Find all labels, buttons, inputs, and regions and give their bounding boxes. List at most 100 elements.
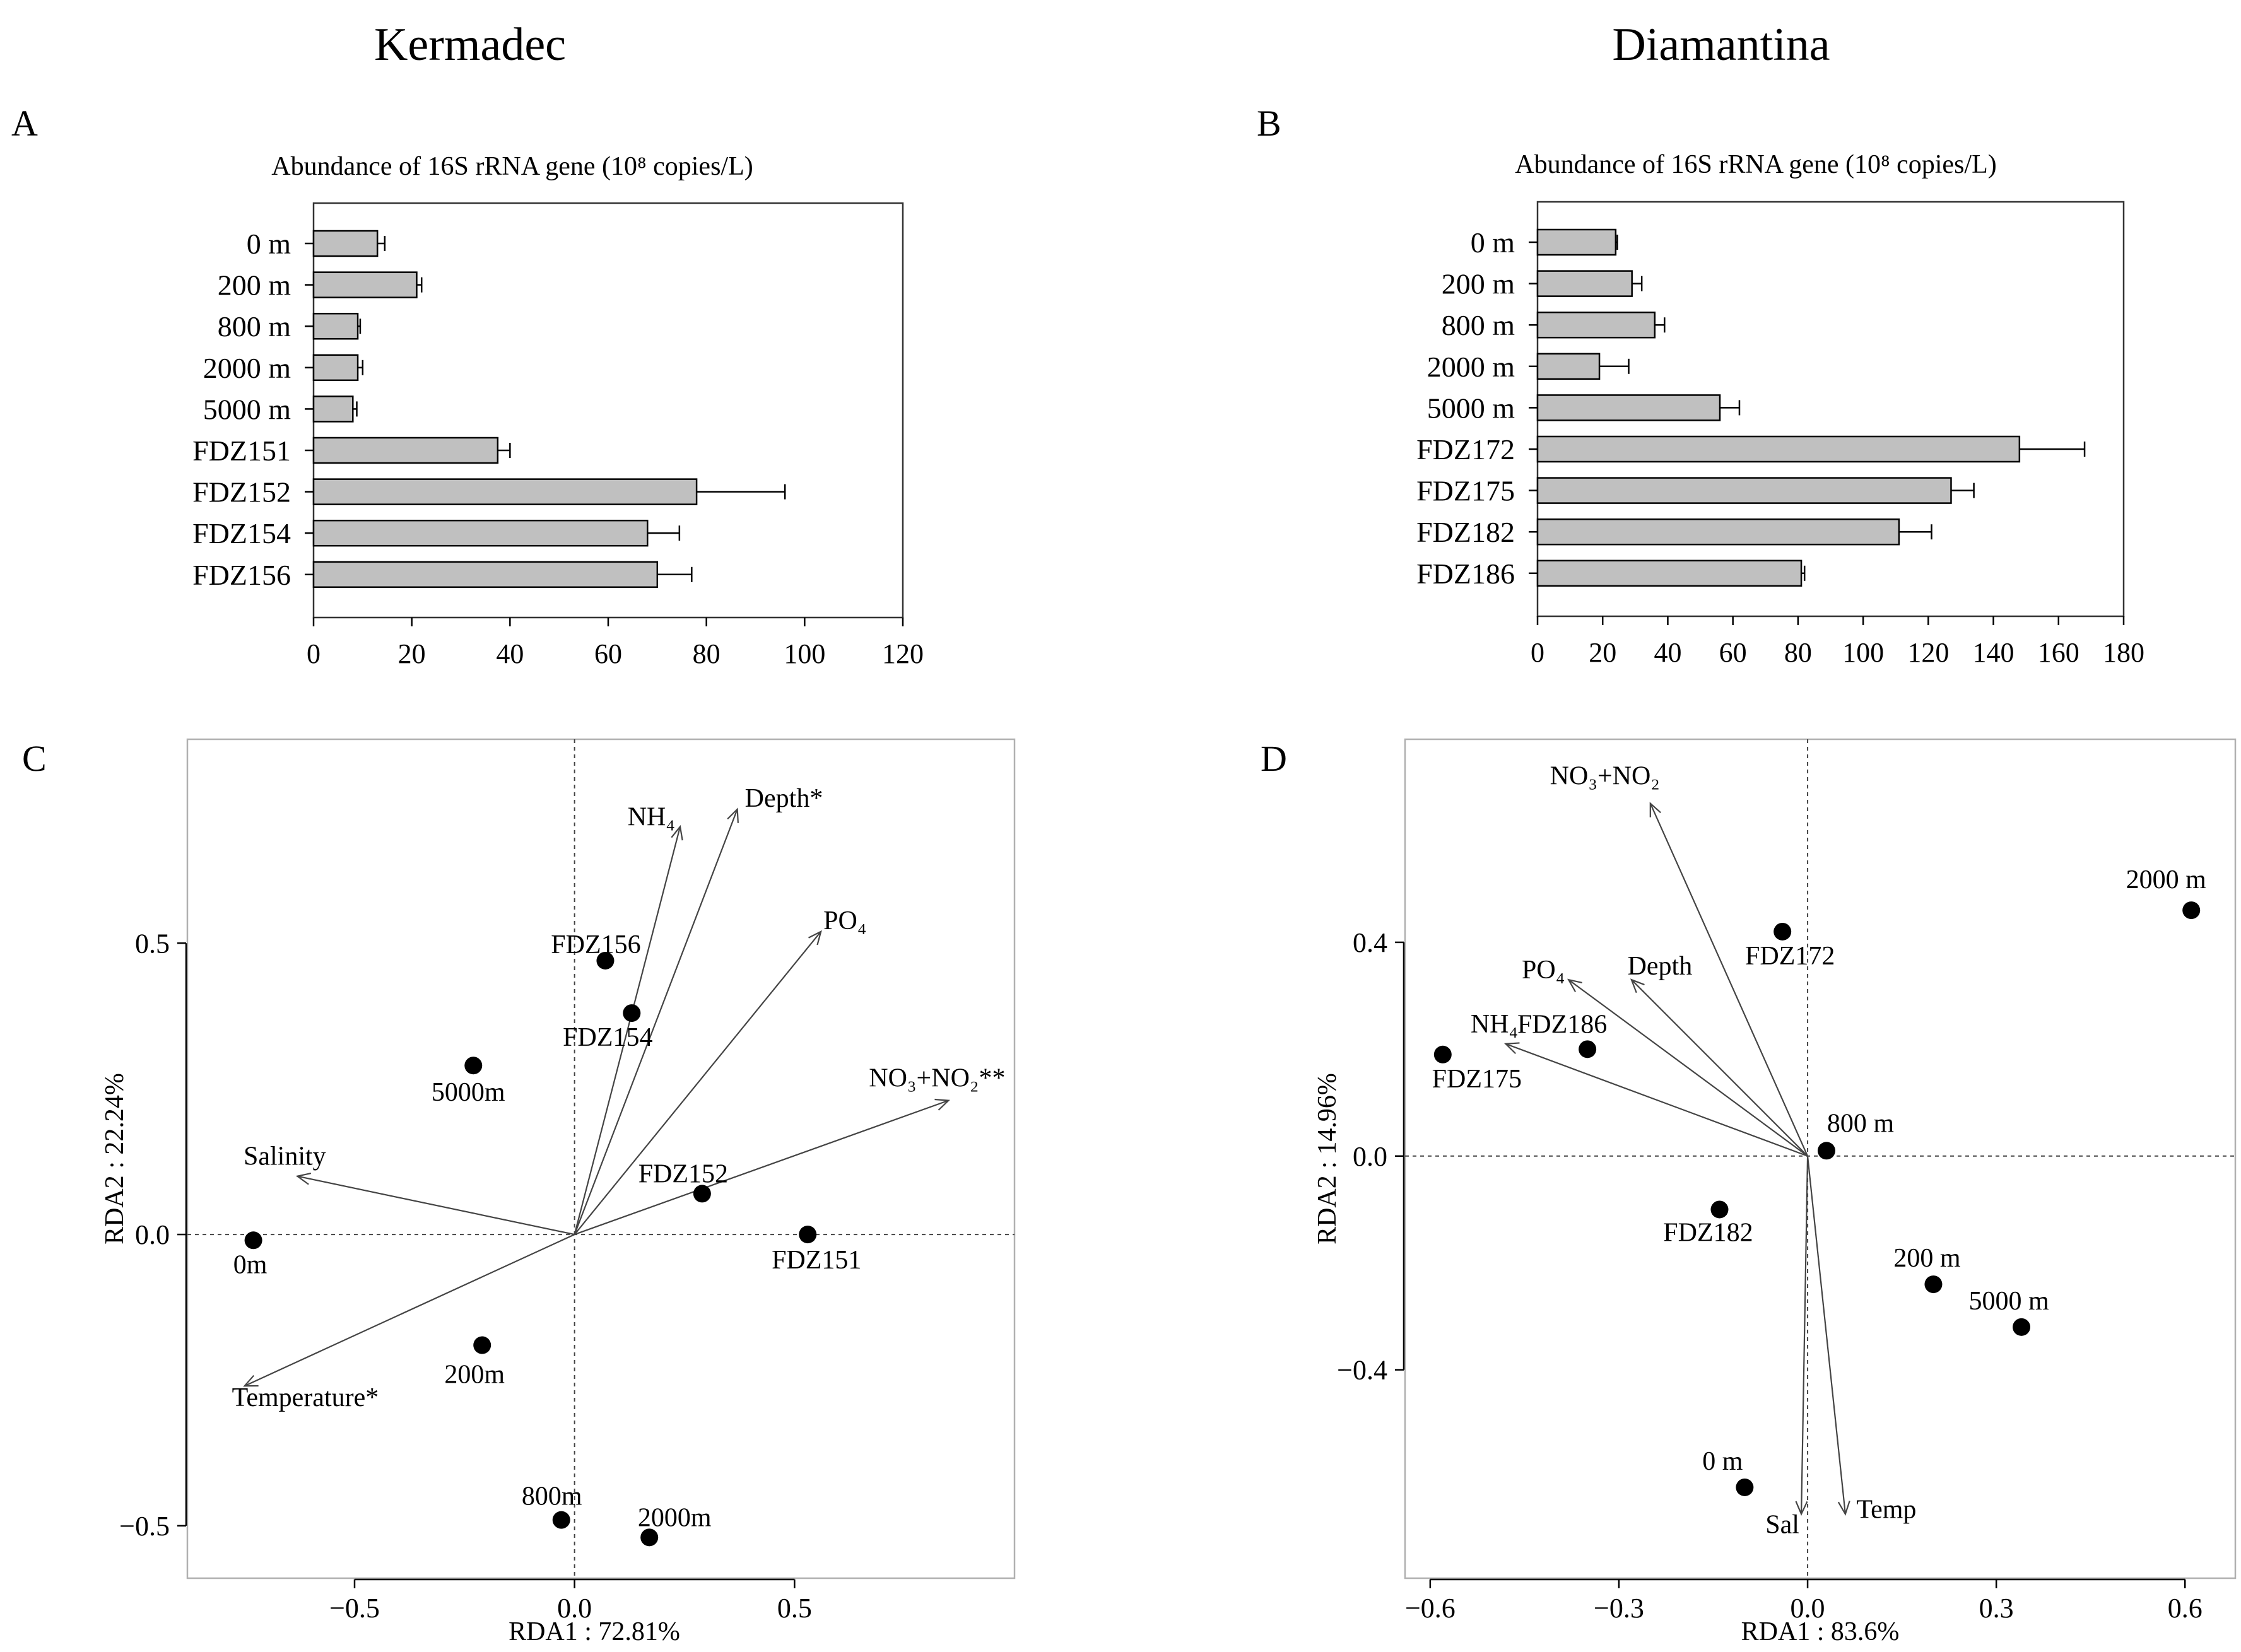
x-tick-label: 0.3 [1979, 1593, 2014, 1624]
bar [312, 561, 659, 589]
site-point-label: 200 m [1893, 1244, 1961, 1273]
bar [312, 395, 354, 423]
x-tick-label: 80 [1784, 637, 1812, 668]
site-point [2182, 901, 2201, 920]
env-arrow [1631, 979, 1808, 1157]
y-tick-label: −0.4 [1337, 1355, 1387, 1386]
x-tick-label: 0.5 [777, 1593, 812, 1624]
bar [1536, 311, 1656, 339]
x-tick-label: 0 [1531, 637, 1544, 668]
site-point [473, 1336, 491, 1354]
site-point-label: 800m [522, 1482, 582, 1511]
env-arrow-label: NH₄ [1471, 1010, 1518, 1039]
panel-d-ylabel: RDA2 : 14.96% [1313, 1073, 1342, 1245]
panel-a-marks: 0 20 40 60 80 100 120 0 m 200 m 800 m 2000 m 5000 m… [192, 228, 924, 669]
x-tick-label: 100 [1842, 637, 1884, 668]
site-point-label: 0m [233, 1250, 268, 1279]
env-arrow-head [1630, 978, 1645, 993]
category-label: FDZ151 [192, 435, 291, 467]
x-tick-label: 0.0 [557, 1593, 592, 1624]
env-arrow-label: Sal [1765, 1510, 1799, 1539]
x-tick-label: 60 [1719, 637, 1747, 668]
site-point [1924, 1275, 1943, 1294]
site-point [1773, 922, 1792, 940]
site-point-label: FDZ186 [1517, 1010, 1607, 1039]
site-point [1710, 1200, 1729, 1219]
x-tick-label: 80 [693, 638, 721, 669]
site-point [552, 1511, 570, 1529]
bar [312, 230, 379, 257]
panel-a-letter: A [11, 103, 38, 144]
panel-d-rda-biplot: D RDA1 : 83.6% RDA2 : 14.96% −0.6 −0.3 0.0… [1261, 738, 2237, 1646]
category-label: 200 m [1442, 268, 1515, 300]
env-arrow-head [1503, 1042, 1520, 1055]
bar [312, 519, 649, 547]
panel-d-xlabel: RDA1 : 83.6% [1741, 1617, 1900, 1646]
panel-a-bar-chart: A Abundance of 16S rRNA gene (10⁸ copies… [11, 103, 924, 669]
env-arrow [297, 1175, 575, 1236]
category-label: 2000 m [1427, 351, 1515, 383]
bar [1536, 228, 1617, 256]
site-point-label: 5000m [432, 1078, 505, 1107]
y-tick-label: 0.0 [135, 1219, 170, 1250]
site-point-label: FDZ175 [1432, 1065, 1522, 1094]
site-point [1736, 1478, 1754, 1496]
env-arrow [1806, 1156, 1846, 1514]
x-tick-label: 100 [784, 638, 825, 669]
site-point-label: FDZ154 [563, 1023, 652, 1052]
panel-c-letter: C [22, 738, 47, 779]
category-label: FDZ175 [1416, 475, 1515, 507]
env-arrow-head [671, 824, 683, 841]
site-point-label: 0 m [1702, 1447, 1743, 1476]
panel-c-rda-biplot: C RDA1 : 72.81% RDA2 : 22.24% −0.5 0.0 0.5… [22, 738, 1016, 1646]
site-point [1817, 1142, 1835, 1160]
panel-b-marks: 0 20 40 60 80 100 120 140 160 180 0 m 200 m 800 m 200… [1416, 226, 2144, 668]
x-tick-label: 40 [496, 638, 524, 669]
env-arrow-label: Temp [1856, 1495, 1916, 1524]
env-arrow-label: Temperature* [232, 1383, 379, 1412]
site-point-label: 5000 m [1968, 1287, 2049, 1316]
x-tick-label: 20 [1589, 637, 1616, 668]
x-tick-label: −0.3 [1594, 1593, 1644, 1624]
env-arrow [574, 1099, 949, 1236]
env-arrow [1568, 979, 1808, 1157]
site-point [1433, 1045, 1452, 1063]
x-tick-label: 120 [1907, 637, 1949, 668]
env-arrow-label: Depth [1628, 952, 1693, 981]
panel-b-letter: B [1257, 103, 1281, 144]
site-point-label: 2000m [638, 1503, 712, 1532]
env-arrow-label: NH₄ [628, 803, 675, 832]
panel-c-ylabel: RDA2 : 22.24% [100, 1073, 129, 1245]
category-label: FDZ152 [192, 476, 291, 508]
x-tick-label: 0.0 [1791, 1593, 1825, 1624]
env-arrow-label: Salinity [244, 1142, 326, 1171]
env-arrow [573, 931, 822, 1235]
env-arrow [1505, 1043, 1808, 1157]
site-point-label: FDZ156 [551, 930, 640, 959]
category-label: 5000 m [1427, 392, 1515, 424]
panel-c-frame [186, 738, 1016, 1579]
site-point-label: 800 m [1827, 1109, 1895, 1138]
panel-b-bar-chart: B Abundance of 16S rRNA gene (10⁸ copies… [1257, 103, 2144, 668]
category-label: FDZ186 [1416, 558, 1515, 590]
category-label: FDZ182 [1416, 516, 1515, 548]
bar [1536, 270, 1633, 297]
category-label: 0 m [1471, 226, 1515, 259]
x-tick-label: 0 [307, 638, 321, 669]
env-arrow-label: PO₄ [823, 906, 866, 935]
bar [312, 271, 418, 298]
bar [1536, 559, 1803, 587]
panel-a-title: Abundance of 16S rRNA gene (10⁸ copies/L… [271, 152, 753, 181]
site-point [1579, 1040, 1597, 1058]
site-point [244, 1231, 262, 1250]
x-tick-label: 120 [882, 638, 924, 669]
category-label: 0 m [247, 228, 291, 260]
site-point-label: FDZ182 [1663, 1218, 1753, 1247]
site-point [596, 951, 615, 970]
env-arrow-label: Depth* [745, 784, 823, 813]
bar [312, 312, 359, 340]
panel-d-frame [1404, 738, 2237, 1579]
category-label: FDZ156 [192, 559, 291, 591]
x-tick-label: 140 [1973, 637, 2015, 668]
